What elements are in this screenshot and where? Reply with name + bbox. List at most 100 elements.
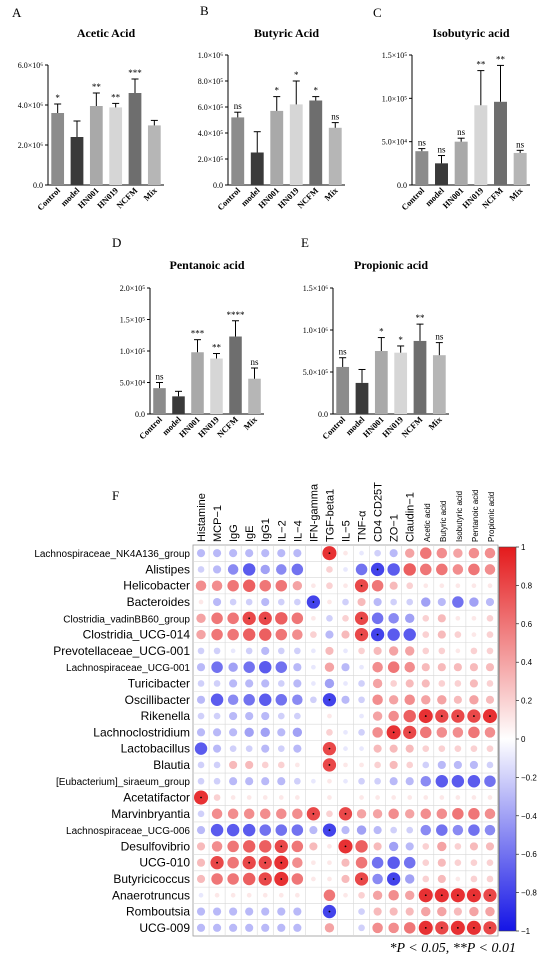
y-tick-label: 1.0×10⁶ <box>198 51 224 60</box>
correlation-dot <box>261 907 270 916</box>
correlation-dot <box>435 775 449 788</box>
significance-label: *** <box>191 329 205 339</box>
correlation-dot <box>278 892 284 898</box>
correlation-dot <box>342 598 349 606</box>
x-tick-label: NCFM <box>114 185 139 210</box>
bar <box>494 101 507 185</box>
correlation-dot <box>437 597 446 607</box>
correlation-dot <box>469 842 478 851</box>
correlation-dot <box>454 843 462 850</box>
correlation-dot <box>487 795 493 800</box>
y-tick-label: 5.0×10⁵ <box>303 368 329 377</box>
bar <box>328 127 342 185</box>
correlation-dot <box>403 709 416 723</box>
correlation-dot <box>406 598 414 606</box>
correlation-dot <box>388 922 399 934</box>
correlation-dot <box>484 824 496 836</box>
correlation-dot <box>455 876 461 882</box>
significance-dot <box>280 878 283 880</box>
correlation-dot <box>277 598 285 606</box>
bar-panel-c: C Isobutyric acid 0.0 5.0×10⁴ 1.0×10⁵ 1.5×10⁵… <box>373 5 530 212</box>
correlation-dot <box>436 824 448 836</box>
correlation-dot <box>389 581 398 590</box>
correlation-dot <box>344 926 347 930</box>
y-tick-label: 5.0×10⁴ <box>382 138 408 147</box>
y-tick-label: 6.0×10⁶ <box>18 61 44 70</box>
colorbar-tick-label: 1 <box>521 543 526 552</box>
significance-dot <box>312 601 315 603</box>
correlation-dot <box>327 844 332 849</box>
correlation-dot <box>229 760 238 770</box>
correlation-dot <box>245 923 254 932</box>
correlation-dot <box>405 874 415 884</box>
correlation-dot <box>403 856 416 869</box>
correlation-dot <box>294 598 301 606</box>
correlation-dot <box>388 710 399 722</box>
correlation-dot <box>358 647 365 655</box>
row-label: UCG-010 <box>139 856 190 870</box>
correlation-dot <box>261 711 270 721</box>
row-label: Acetatifactor <box>123 791 190 805</box>
bar <box>172 396 185 414</box>
correlation-dot <box>211 661 223 673</box>
correlation-dot <box>359 746 364 751</box>
significance-dot <box>200 796 202 799</box>
column-label: TGF-beta1 <box>324 489 336 542</box>
correlation-dot <box>211 580 223 591</box>
column-label: MCP−1 <box>212 505 224 542</box>
correlation-dot <box>438 680 446 687</box>
correlation-dot <box>455 615 461 621</box>
significance-dot <box>360 617 363 620</box>
row-label: Lachnospiraceae_UCG-006 <box>66 826 190 837</box>
correlation-dot <box>341 826 350 835</box>
panel-letter: D <box>112 235 121 250</box>
row-label: Lachnoclostridium <box>93 725 190 739</box>
correlation-dot <box>196 923 206 932</box>
correlation-dot <box>358 680 365 687</box>
significance-dot <box>264 617 267 620</box>
correlation-dot <box>439 795 445 800</box>
significance-label: * <box>379 327 384 337</box>
correlation-dot <box>406 582 414 590</box>
correlation-dot <box>454 745 462 752</box>
correlation-dot <box>422 859 430 867</box>
correlation-dot <box>359 795 364 800</box>
row-label: Bacteroides <box>127 595 190 609</box>
correlation-dot <box>389 760 398 770</box>
correlation-dot <box>311 778 316 784</box>
correlation-dot <box>229 598 237 606</box>
correlation-dot <box>436 547 448 559</box>
correlation-dot <box>213 923 222 932</box>
correlation-dot <box>245 745 253 752</box>
correlation-dot <box>245 760 254 770</box>
correlation-dot <box>485 695 495 704</box>
bar-panel-b: B Butyric Acid 0.0 2.0×10⁵ 4.0×10⁵ 6.0×10⁵ 8.0… <box>198 3 345 212</box>
correlation-dot <box>359 664 364 670</box>
correlation-dot <box>453 695 462 704</box>
correlation-dot <box>213 744 222 753</box>
bar <box>289 104 303 185</box>
column-label: Isobutyric acid <box>455 491 464 542</box>
correlation-dot <box>469 695 479 705</box>
correlation-dot <box>262 892 268 898</box>
correlation-dot <box>196 629 206 640</box>
correlation-dot <box>311 615 316 621</box>
footnote: *P < 0.05, **P < 0.01 <box>390 941 517 956</box>
correlation-dot <box>484 547 496 559</box>
correlation-dot <box>242 628 256 641</box>
correlation-dot <box>292 581 303 591</box>
correlation-dot <box>373 907 382 916</box>
correlation-dot <box>420 563 432 576</box>
significance-label: ns <box>155 372 164 382</box>
colorbar-tick-label: −0.8 <box>521 889 537 898</box>
correlation-dot <box>485 842 495 851</box>
colorbar-tick-label: 0 <box>521 735 526 744</box>
correlation-dot <box>437 760 446 770</box>
correlation-dot <box>242 579 256 592</box>
correlation-dot <box>227 564 239 575</box>
y-tick-label: 0.0 <box>213 181 223 190</box>
y-tick-label: 6.0×10⁵ <box>198 103 224 112</box>
correlation-dot <box>372 890 383 900</box>
correlation-dot <box>485 597 495 607</box>
x-tick-label: Mix <box>426 414 444 432</box>
